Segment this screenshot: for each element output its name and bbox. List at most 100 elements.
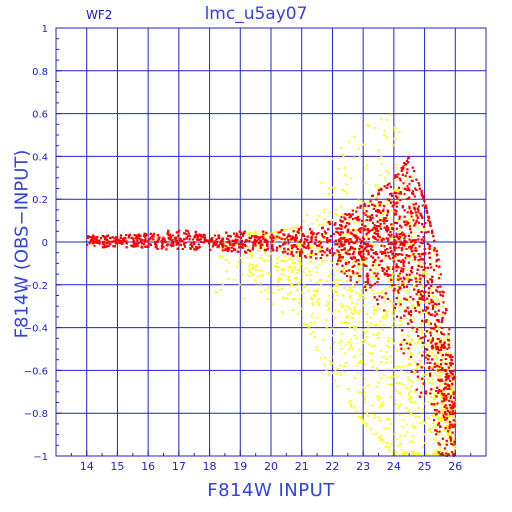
data-point — [436, 450, 438, 453]
data-point — [296, 255, 299, 257]
data-point — [389, 443, 392, 446]
data-point — [429, 428, 432, 430]
data-point — [290, 258, 293, 261]
data-point — [414, 224, 417, 227]
data-point — [252, 274, 255, 277]
data-point — [298, 257, 301, 260]
data-point — [312, 312, 315, 315]
data-point — [358, 253, 361, 256]
data-point — [430, 324, 433, 326]
data-point — [351, 228, 354, 230]
data-point — [366, 164, 368, 167]
data-point — [292, 240, 294, 242]
data-point — [247, 239, 250, 242]
data-point — [309, 247, 311, 250]
data-point — [417, 406, 420, 409]
data-point — [387, 171, 390, 174]
data-point — [398, 365, 401, 368]
data-point — [377, 416, 380, 419]
data-point — [219, 289, 222, 291]
data-point — [391, 326, 394, 329]
data-point — [386, 314, 389, 317]
data-point — [289, 227, 291, 230]
data-point — [422, 272, 424, 275]
data-point — [366, 384, 369, 387]
data-point — [426, 372, 429, 375]
data-point — [391, 441, 394, 444]
data-point — [389, 266, 391, 269]
data-point — [330, 356, 333, 359]
data-point — [353, 306, 356, 309]
data-point — [375, 277, 378, 280]
data-point — [440, 412, 443, 415]
data-point — [340, 347, 343, 350]
data-point — [371, 365, 374, 368]
data-point — [336, 283, 339, 286]
data-point — [350, 405, 353, 408]
data-point — [384, 287, 387, 290]
data-point — [431, 351, 434, 354]
x-axis-label: F814W INPUT — [207, 480, 335, 501]
data-point — [433, 394, 436, 397]
data-point — [344, 174, 347, 177]
data-point — [309, 260, 312, 263]
data-point — [423, 421, 426, 424]
data-point — [439, 394, 442, 396]
data-point — [393, 129, 396, 132]
data-point — [416, 215, 419, 218]
data-point — [440, 343, 443, 346]
data-point — [267, 272, 270, 275]
data-point — [358, 361, 361, 364]
data-point — [416, 280, 419, 283]
data-point — [420, 330, 423, 333]
data-point — [337, 167, 340, 170]
data-point — [344, 315, 347, 318]
data-point — [427, 378, 429, 381]
data-point — [396, 200, 399, 203]
data-point — [368, 219, 371, 222]
data-point — [331, 266, 334, 269]
data-point — [446, 432, 449, 435]
data-point — [399, 392, 402, 395]
data-point — [345, 317, 348, 319]
data-point — [318, 215, 320, 217]
data-point — [275, 262, 278, 264]
data-point — [346, 275, 348, 277]
data-point — [336, 294, 339, 297]
data-point — [352, 283, 354, 286]
data-point — [339, 364, 342, 367]
data-point — [349, 338, 352, 341]
data-point — [417, 263, 420, 266]
data-point — [387, 419, 389, 422]
data-point — [381, 439, 383, 442]
data-point — [331, 261, 334, 264]
data-point — [267, 286, 270, 289]
data-point — [333, 341, 335, 344]
data-point — [329, 272, 332, 275]
data-point — [398, 305, 401, 308]
data-point — [397, 229, 400, 232]
data-point — [339, 239, 342, 242]
data-point — [410, 454, 413, 457]
data-point — [374, 186, 377, 189]
data-point — [276, 238, 279, 241]
data-point — [441, 402, 444, 405]
data-point — [365, 422, 368, 425]
data-point — [247, 234, 250, 236]
data-point — [334, 379, 337, 382]
data-point — [389, 376, 392, 379]
data-point — [331, 219, 334, 221]
data-point — [274, 238, 277, 240]
data-point — [429, 431, 432, 433]
data-point — [246, 256, 249, 259]
data-point — [433, 452, 436, 455]
data-point — [308, 270, 311, 273]
data-point — [413, 427, 415, 430]
data-point — [425, 389, 428, 392]
data-point — [446, 398, 449, 401]
data-point — [280, 260, 283, 263]
data-point — [415, 305, 418, 308]
data-point — [412, 329, 415, 332]
panel-label: WF2 — [86, 8, 113, 22]
data-point — [271, 242, 274, 245]
